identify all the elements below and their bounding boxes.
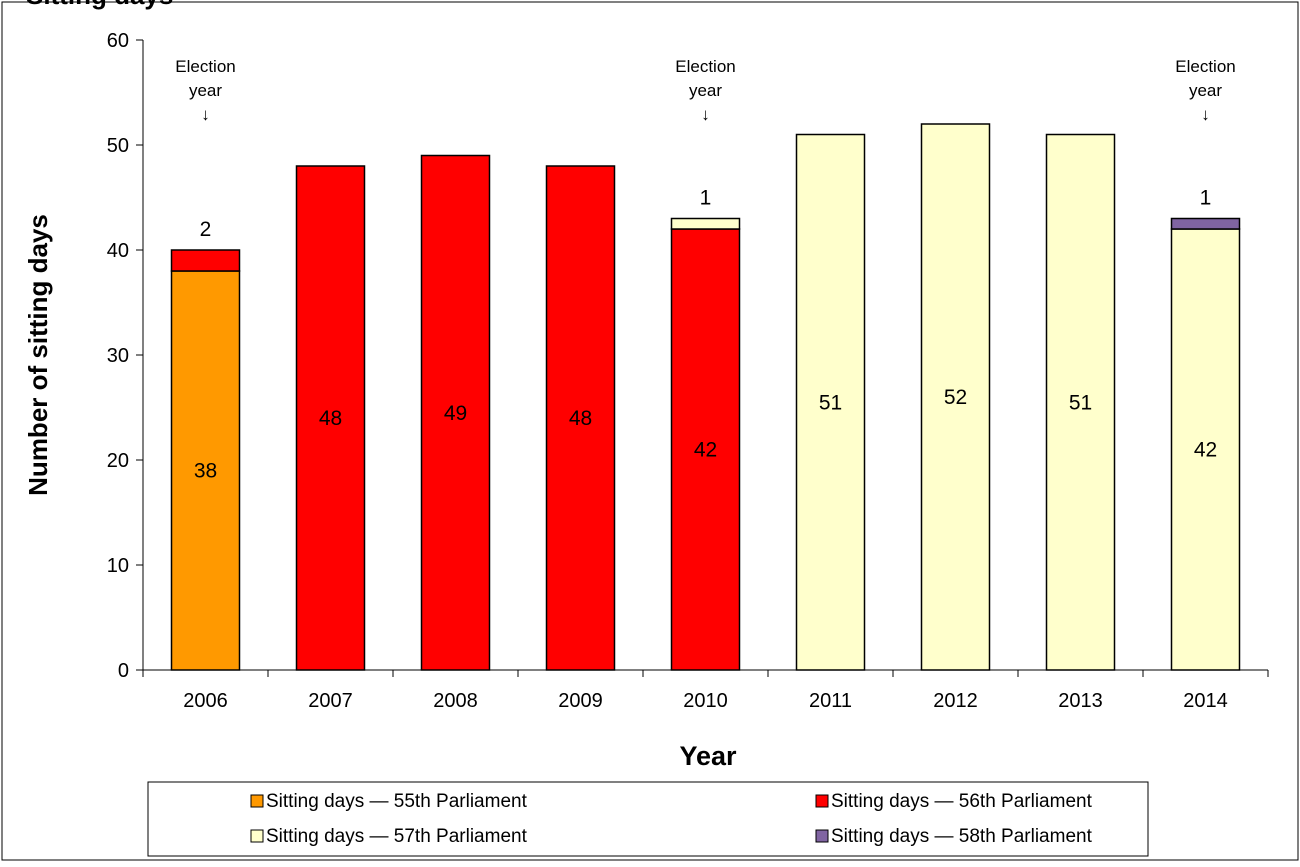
- annotation-line: ↓: [701, 105, 710, 124]
- y-tick-label: 30: [107, 345, 129, 367]
- data-label: 2: [200, 218, 212, 241]
- y-tick-label: 20: [107, 450, 129, 472]
- x-tick-label: 2010: [683, 690, 728, 712]
- legend-frame: [147, 781, 1149, 857]
- bar-segment: [1045, 133, 1116, 671]
- bar-segment: [920, 123, 991, 671]
- data-label: 49: [444, 402, 467, 425]
- y-tick-label: 50: [107, 135, 129, 157]
- legend-swatch: [815, 829, 829, 843]
- legend-swatch: [815, 794, 829, 808]
- data-label: 48: [319, 407, 342, 430]
- x-tick-label: 2008: [433, 690, 478, 712]
- annotation-line: Election: [675, 57, 735, 76]
- data-label: 51: [1069, 391, 1092, 414]
- x-tick-label: 2007: [308, 690, 353, 712]
- bar-segment: [670, 228, 741, 671]
- bar-segment: [795, 133, 866, 671]
- legend-swatch: [250, 794, 264, 808]
- data-label: 51: [819, 391, 842, 414]
- data-label: 1: [1200, 187, 1212, 210]
- bar-segment: [1170, 217, 1241, 230]
- data-label: 1: [700, 187, 712, 210]
- election-year-annotation: Election year ↓: [675, 57, 735, 124]
- data-label: 48: [569, 407, 592, 430]
- bar-segment: [420, 154, 491, 671]
- legend-swatch: [250, 829, 264, 843]
- y-tick-label: 10: [107, 555, 129, 577]
- annotation-line: Election: [175, 57, 235, 76]
- x-axis-label: Year: [679, 741, 737, 771]
- annotation-line: Election: [1175, 57, 1235, 76]
- legend-label: Sitting days — 57th Parliament: [266, 826, 528, 847]
- data-label: 42: [694, 439, 717, 462]
- legend-label: Sitting days — 58th Parliament: [831, 826, 1093, 847]
- data-label: 52: [944, 386, 967, 409]
- x-tick-label: 2006: [183, 690, 228, 712]
- annotation-line: year: [689, 81, 722, 100]
- election-year-annotation: Election year ↓: [1175, 57, 1235, 124]
- x-tick-label: 2013: [1058, 690, 1103, 712]
- legend-label: Sitting days — 55th Parliament: [266, 791, 528, 812]
- x-tick-label: 2014: [1183, 690, 1228, 712]
- plot-area: 0 10 20 30 40 50 60 2006 2007 2008 2009 2010 2011 201…: [107, 30, 1269, 712]
- annotation-line: year: [1189, 81, 1222, 100]
- y-tick-label: 60: [107, 30, 129, 52]
- annotation-line: ↓: [201, 105, 210, 124]
- bar-segment: [670, 217, 741, 230]
- bar-segment: [545, 165, 616, 671]
- annotation-line: year: [189, 81, 222, 100]
- y-tick-label: 0: [118, 660, 129, 682]
- legend-label: Sitting days — 56th Parliament: [831, 791, 1093, 812]
- bar-segment: [170, 270, 241, 671]
- bar-segment: [295, 165, 366, 671]
- x-tick-label: 2009: [558, 690, 603, 712]
- x-tick-label: 2011: [809, 690, 852, 712]
- y-tick-label: 40: [107, 240, 129, 262]
- legend: Sitting days — 55th Parliament Sitting da…: [147, 781, 1149, 857]
- annotation-line: ↓: [1201, 105, 1210, 124]
- election-year-annotation: Election year ↓: [175, 57, 235, 124]
- data-label: 38: [194, 460, 217, 483]
- y-axis-label: Number of sitting days: [23, 214, 53, 496]
- x-tick-label: 2012: [933, 690, 978, 712]
- bar-segment: [170, 249, 241, 272]
- data-label: 42: [1194, 439, 1217, 462]
- chart-title: Sitting days: [26, 0, 173, 10]
